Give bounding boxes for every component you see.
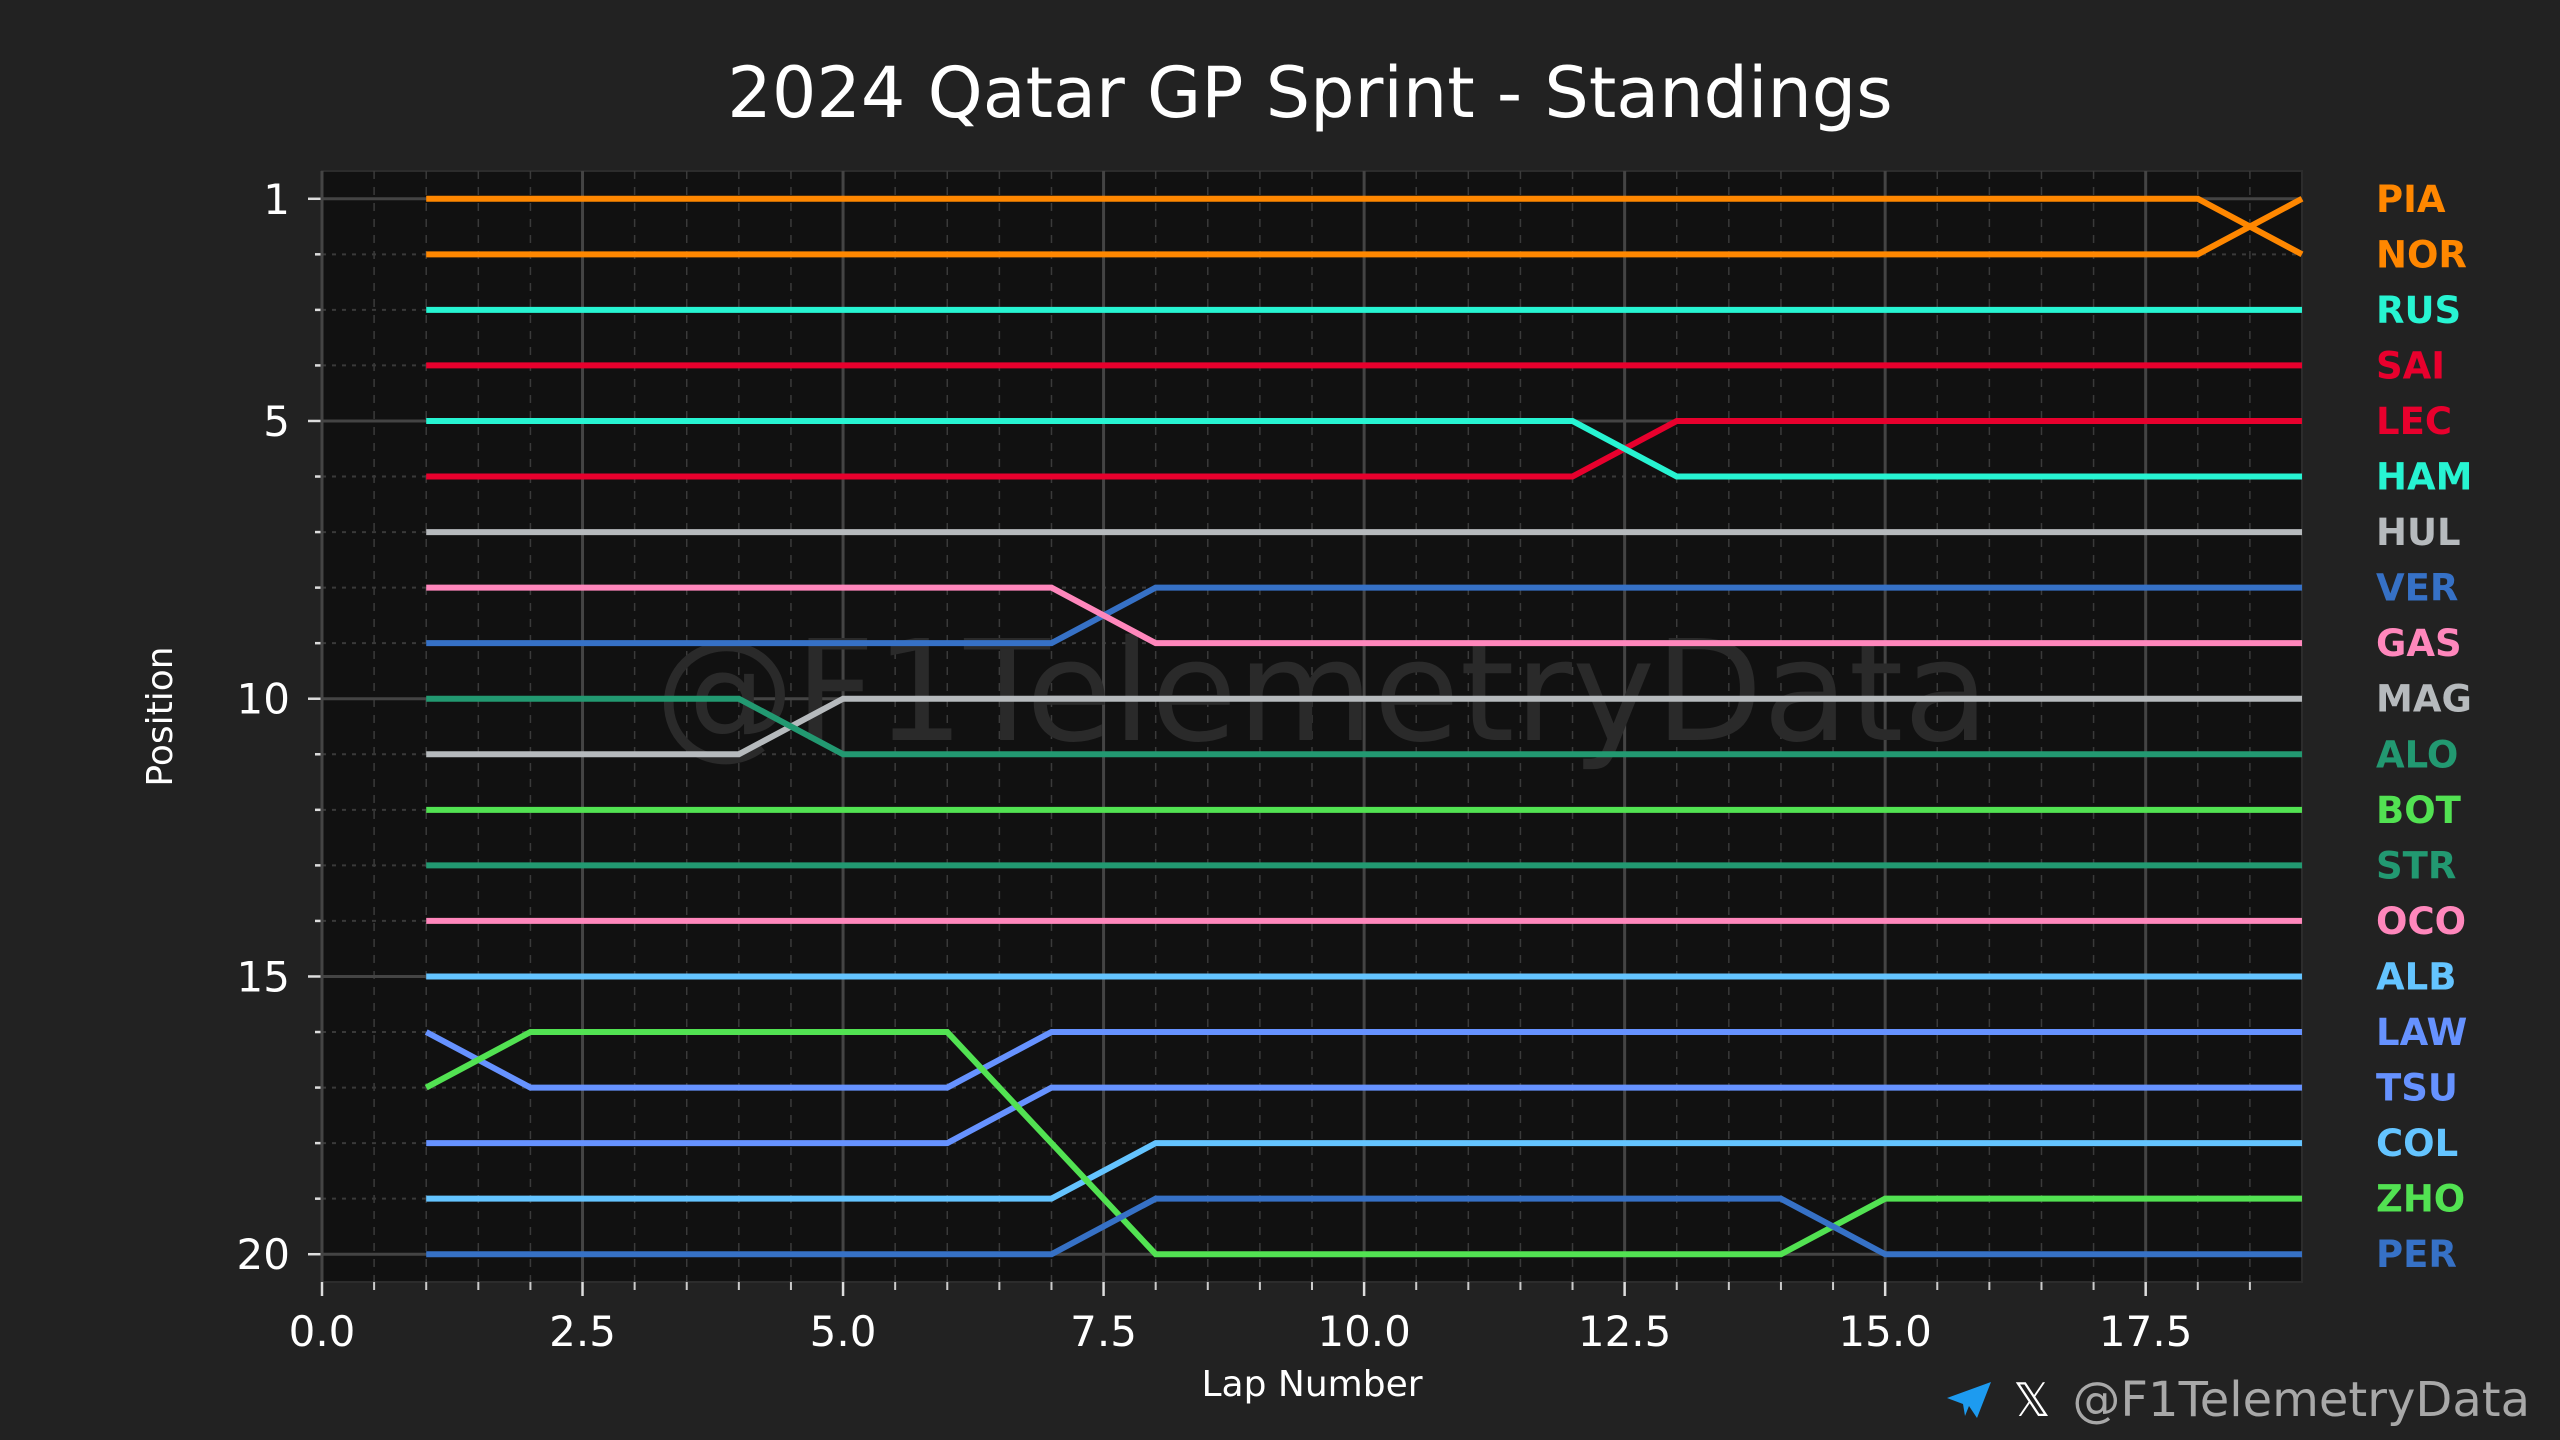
driver-label-hul: HUL xyxy=(2376,511,2461,554)
y-tick-label: 20 xyxy=(237,1230,290,1279)
driver-label-rus: RUS xyxy=(2376,289,2461,332)
series-line-alo xyxy=(426,695,2302,758)
plot-area xyxy=(321,170,2303,1283)
series-line-ham xyxy=(426,417,2302,480)
x-tick-label: 5.0 xyxy=(810,1307,877,1356)
telegram-icon xyxy=(1947,1382,1992,1418)
series-line-law xyxy=(424,1029,2302,1091)
driver-label-ham: HAM xyxy=(2376,456,2472,499)
driver-label-law: LAW xyxy=(2376,1011,2467,1054)
driver-label-tsu: TSU xyxy=(2376,1067,2458,1110)
driver-label-lec: LEC xyxy=(2376,400,2452,443)
driver-label-per: PER xyxy=(2376,1233,2457,1276)
driver-label-oco: OCO xyxy=(2376,900,2466,943)
x-icon: 𝕏 xyxy=(2013,1373,2051,1427)
driver-label-alo: ALO xyxy=(2376,733,2458,776)
series-line-per xyxy=(426,1195,2302,1258)
x-tick-label: 15.0 xyxy=(1838,1307,1932,1356)
y-axis-label: Position xyxy=(140,646,181,786)
driver-label-mag: MAG xyxy=(2376,678,2472,721)
driver-label-ver: VER xyxy=(2376,567,2458,610)
x-tick-label: 0.0 xyxy=(289,1307,356,1356)
footer-handle: @F1TelemetryData xyxy=(2072,1372,2530,1428)
x-tick-label: 17.5 xyxy=(2099,1307,2193,1356)
y-tick-label: 10 xyxy=(237,675,290,724)
x-tick-label: 10.0 xyxy=(1317,1307,1411,1356)
y-tick-label: 15 xyxy=(237,952,290,1001)
series-line-mag xyxy=(426,695,2302,758)
series-line-gas xyxy=(426,584,2302,647)
series-line-lec xyxy=(426,417,2302,480)
series-line-nor xyxy=(426,195,2304,257)
driver-label-bot: BOT xyxy=(2376,789,2462,832)
series-line-ver xyxy=(426,584,2302,647)
driver-label-col: COL xyxy=(2376,1122,2458,1165)
x-tick-label: 2.5 xyxy=(549,1307,616,1356)
driver-label-nor: NOR xyxy=(2376,233,2467,276)
series-line-pia xyxy=(426,196,2304,258)
chart-title: 2024 Qatar GP Sprint - Standings xyxy=(727,52,1893,134)
y-tick-label: 5 xyxy=(263,397,290,446)
series-line-tsu xyxy=(426,1084,2302,1147)
footer-credit: 𝕏 @F1TelemetryData xyxy=(1947,1372,2530,1428)
series-line-col xyxy=(426,1140,2302,1202)
x-tick-label: 12.5 xyxy=(1578,1307,1672,1356)
driver-label-gas: GAS xyxy=(2376,622,2462,665)
driver-label-str: STR xyxy=(2376,844,2456,887)
series-line-zho xyxy=(424,1029,2302,1258)
driver-label-zho: ZHO xyxy=(2376,1178,2465,1221)
x-tick-label: 7.5 xyxy=(1070,1307,1137,1356)
driver-label-alb: ALB xyxy=(2376,955,2456,998)
driver-label-pia: PIA xyxy=(2376,178,2446,221)
watermark: @F1TelemetryData xyxy=(655,611,1990,774)
y-tick-label: 1 xyxy=(263,175,290,224)
x-axis-label: Lap Number xyxy=(1201,1364,1422,1405)
driver-label-sai: SAI xyxy=(2376,344,2445,387)
